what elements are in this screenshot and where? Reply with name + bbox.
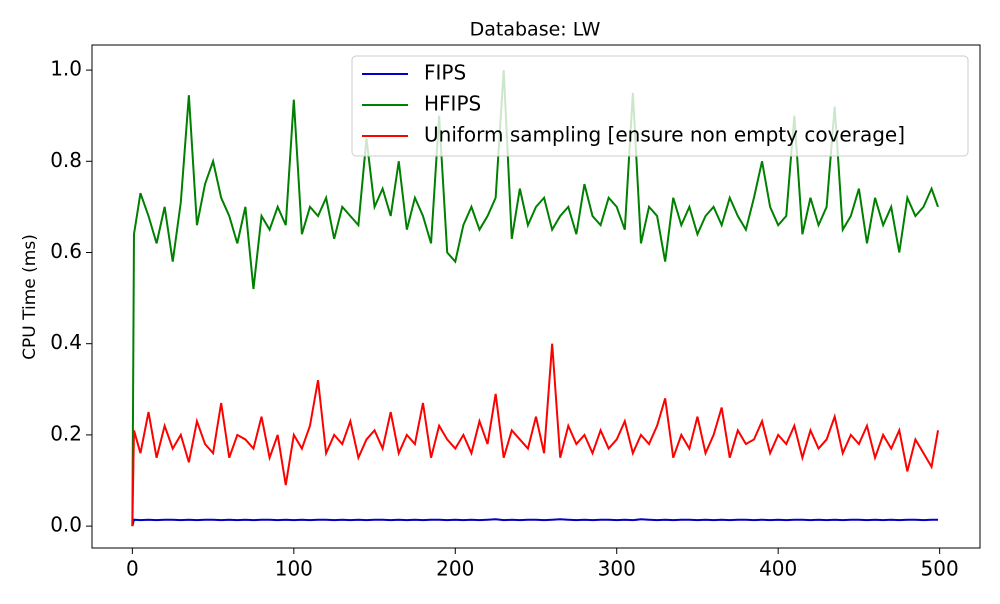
legend-label: FIPS <box>424 61 466 85</box>
data-line <box>131 343 940 527</box>
y-tick-label: 0.0 <box>50 513 82 537</box>
plot-frame <box>91 44 981 549</box>
x-tick-label: 500 <box>921 557 959 581</box>
chart-title: Database: LW <box>470 19 601 41</box>
y-tick-label: 0.6 <box>50 239 82 263</box>
y-tick-label: 1.0 <box>50 57 82 81</box>
x-tick-label: 400 <box>759 557 797 581</box>
y-tick-label: 0.8 <box>50 148 82 172</box>
x-tick-label: 0 <box>126 557 139 581</box>
x-tick-label: 100 <box>275 557 313 581</box>
x-tick-label: 300 <box>598 557 636 581</box>
data-line <box>131 70 939 527</box>
y-tick-label: 0.2 <box>50 421 82 445</box>
y-tick-label: 0.4 <box>50 330 82 354</box>
y-axis-label: CPU Time (ms) <box>20 234 40 360</box>
legend-box <box>351 55 969 157</box>
x-tick-label: 200 <box>436 557 474 581</box>
data-line <box>131 518 939 527</box>
legend-label: Uniform sampling [ensure non empty cover… <box>424 123 905 147</box>
legend-label: HFIPS <box>424 92 481 116</box>
